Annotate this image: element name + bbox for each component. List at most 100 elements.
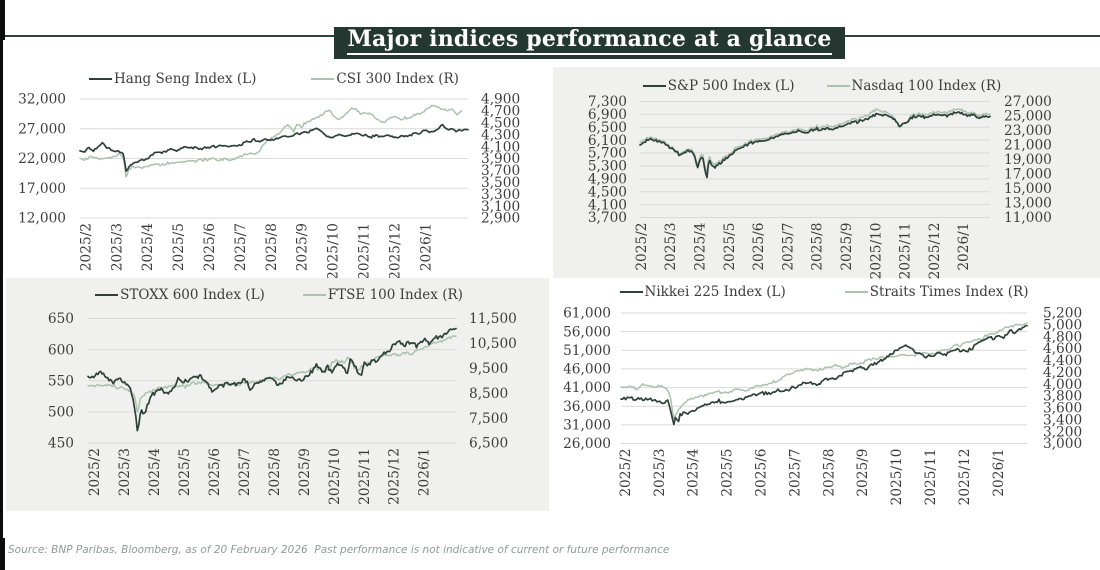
right-axis-tick-label: 10,500 (469, 336, 517, 352)
left-edge-bar (0, 40, 3, 538)
x-axis-tick-label: 2025/8 (821, 449, 837, 497)
left-axis-tick-label: 450 (48, 436, 74, 452)
legend-item: S&P 500 Index (L) (642, 78, 795, 94)
x-axis-tick-label: 2025/11 (357, 448, 373, 505)
right-axis-tick-label: 4,500 (481, 115, 520, 131)
right-axis-tick-label: 4,700 (481, 104, 520, 120)
left-axis-tick-label: 3,700 (588, 210, 627, 226)
x-axis-tick-label: 2025/6 (751, 223, 767, 271)
series-line-stoxx-600-index-l- (87, 327, 457, 432)
x-axis-tick-label: 2025/7 (787, 449, 803, 497)
right-axis-tick-label: 9,500 (469, 361, 508, 377)
legend-label: STOXX 600 Index (L) (120, 287, 265, 303)
left-axis-tick-label: 6,900 (588, 107, 627, 123)
x-axis-tick-label: 2025/9 (855, 449, 871, 497)
right-axis-tick-label: 3,100 (481, 199, 520, 215)
legend-sp500-nasdaq100: S&P 500 Index (L) Nasdaq 100 Index (R) (642, 77, 1001, 95)
right-axis-tick-label: 23,000 (1004, 123, 1052, 139)
right-axis-tick-label: 25,000 (1004, 109, 1052, 125)
right-axis-tick-label: 4,900 (481, 92, 520, 108)
right-axis-tick-label: 3,000 (1043, 436, 1082, 452)
legend-label: Nikkei 225 Index (L) (644, 284, 786, 300)
x-axis-tick-label: 2025/5 (722, 223, 738, 271)
left-edge-bar-top (0, 0, 5, 40)
left-axis-tick-label: 500 (48, 405, 74, 421)
right-axis-tick-label: 3,300 (481, 187, 520, 203)
legend-item: Nasdaq 100 Index (R) (826, 78, 1002, 94)
x-axis-tick-label: 2025/6 (207, 448, 223, 496)
right-axis-tick-label: 6,500 (469, 436, 508, 452)
x-axis-tick-label: 2025/6 (754, 449, 770, 497)
x-axis-tick-label: 2025/2 (87, 448, 103, 496)
left-axis-tick-label: 600 (48, 342, 74, 358)
series-line-swatch-dark (642, 85, 666, 87)
x-axis-tick-label: 2025/7 (780, 223, 796, 271)
x-axis-tick-label: 2025/9 (297, 448, 313, 496)
left-axis-tick-label: 27,000 (18, 121, 66, 137)
right-axis-tick-label: 3,800 (1043, 389, 1082, 405)
series-line-swatch-light (826, 85, 850, 87)
series-line-swatch-light (311, 78, 335, 80)
source-note: Source: BNP Paribas, Bloomberg, as of 20… (8, 544, 670, 556)
right-axis-tick-label: 4,600 (1043, 341, 1082, 357)
left-axis-tick-label: 26,000 (563, 436, 611, 452)
x-axis-tick-label: 2026/1 (956, 223, 972, 271)
x-axis-tick-label: 2025/10 (327, 448, 343, 505)
legend-label: FTSE 100 Index (R) (327, 287, 463, 303)
legend-label: Nasdaq 100 Index (R) (851, 78, 1002, 94)
right-axis-tick-label: 3,500 (481, 175, 520, 191)
series-line-hang-seng-index-l- (79, 123, 469, 173)
x-axis-tick-label: 2025/10 (868, 223, 884, 280)
x-axis-tick-label: 2025/8 (264, 223, 280, 271)
left-axis-tick-label: 4,900 (588, 171, 627, 187)
x-axis-tick-label: 2025/11 (357, 223, 373, 280)
series-line-straits-times-index-r- (620, 322, 1028, 420)
series-line-swatch-dark (619, 291, 643, 293)
x-axis-tick-label: 2025/7 (233, 223, 249, 271)
series-line-swatch-dark (89, 78, 113, 80)
left-axis-tick-label: 650 (48, 311, 74, 327)
chart-plot: 650 600 550 500 450 11,500 10,500 9,500 8,500 7,5… (48, 311, 517, 505)
chart-plot: 7,3006,9006,5006,1005,7005,3004,9004,500… (588, 94, 1052, 280)
legend-item: CSI 300 Index (R) (311, 71, 459, 87)
legend-label: S&P 500 Index (L) (667, 78, 795, 94)
right-axis-tick-label: 3,600 (1043, 401, 1082, 417)
left-axis-tick-label: 61,000 (563, 306, 611, 322)
x-axis-tick-label: 2025/9 (839, 223, 855, 271)
right-axis-tick-label: 17,000 (1004, 167, 1052, 183)
series-line-swatch-light (844, 291, 868, 293)
x-axis-tick-label: 2025/9 (295, 223, 311, 271)
left-axis-tick-label: 7,300 (588, 94, 627, 110)
x-axis-tick-label: 2025/10 (889, 449, 905, 506)
legend-label: Hang Seng Index (L) (114, 71, 257, 87)
series-line-s-p-500-index-l- (639, 111, 991, 179)
left-axis-tick-label: 550 (48, 373, 74, 389)
left-axis-tick-label: 5,300 (588, 159, 627, 175)
x-axis-tick-label: 2025/12 (387, 448, 403, 505)
right-axis-tick-label: 8,500 (469, 386, 508, 402)
right-axis-tick-label: 11,000 (1004, 210, 1052, 226)
x-axis-tick-label: 2025/11 (923, 449, 939, 506)
legend-item: Straits Times Index (R) (844, 284, 1028, 300)
left-axis-tick-label: 12,000 (18, 211, 66, 227)
left-axis-tick-label: 41,000 (563, 380, 611, 396)
right-axis-tick-label: 21,000 (1004, 138, 1052, 154)
legend-item: Nikkei 225 Index (L) (619, 284, 786, 300)
right-axis-tick-label: 4,200 (1043, 365, 1082, 381)
right-axis-tick-label: 13,000 (1004, 196, 1052, 212)
left-edge-bar-bottom (0, 538, 5, 570)
x-axis-tick-label: 2025/12 (957, 449, 973, 506)
right-axis-tick-label: 4,000 (1043, 377, 1082, 393)
legend-stoxx600-ftse100: STOXX 600 Index (L) FTSE 100 Index (R) (95, 286, 463, 304)
left-axis-tick-label: 31,000 (563, 418, 611, 434)
series-line-csi-300-index-r- (79, 104, 463, 178)
right-axis-tick-label: 7,500 (469, 411, 508, 427)
left-axis-tick-label: 46,000 (563, 362, 611, 378)
chart-panel-stoxx600-ftse100: 650 600 550 500 450 11,500 10,500 9,500 8,500 7,5… (6, 278, 549, 511)
right-axis-tick-label: 4,100 (481, 139, 520, 155)
legend-item: STOXX 600 Index (L) (95, 287, 265, 303)
x-axis-tick-label: 2025/12 (387, 223, 403, 280)
x-axis-tick-label: 2025/3 (109, 223, 125, 271)
x-axis-tick-label: 2026/1 (417, 448, 433, 496)
left-axis-tick-label: 4,100 (588, 197, 627, 213)
